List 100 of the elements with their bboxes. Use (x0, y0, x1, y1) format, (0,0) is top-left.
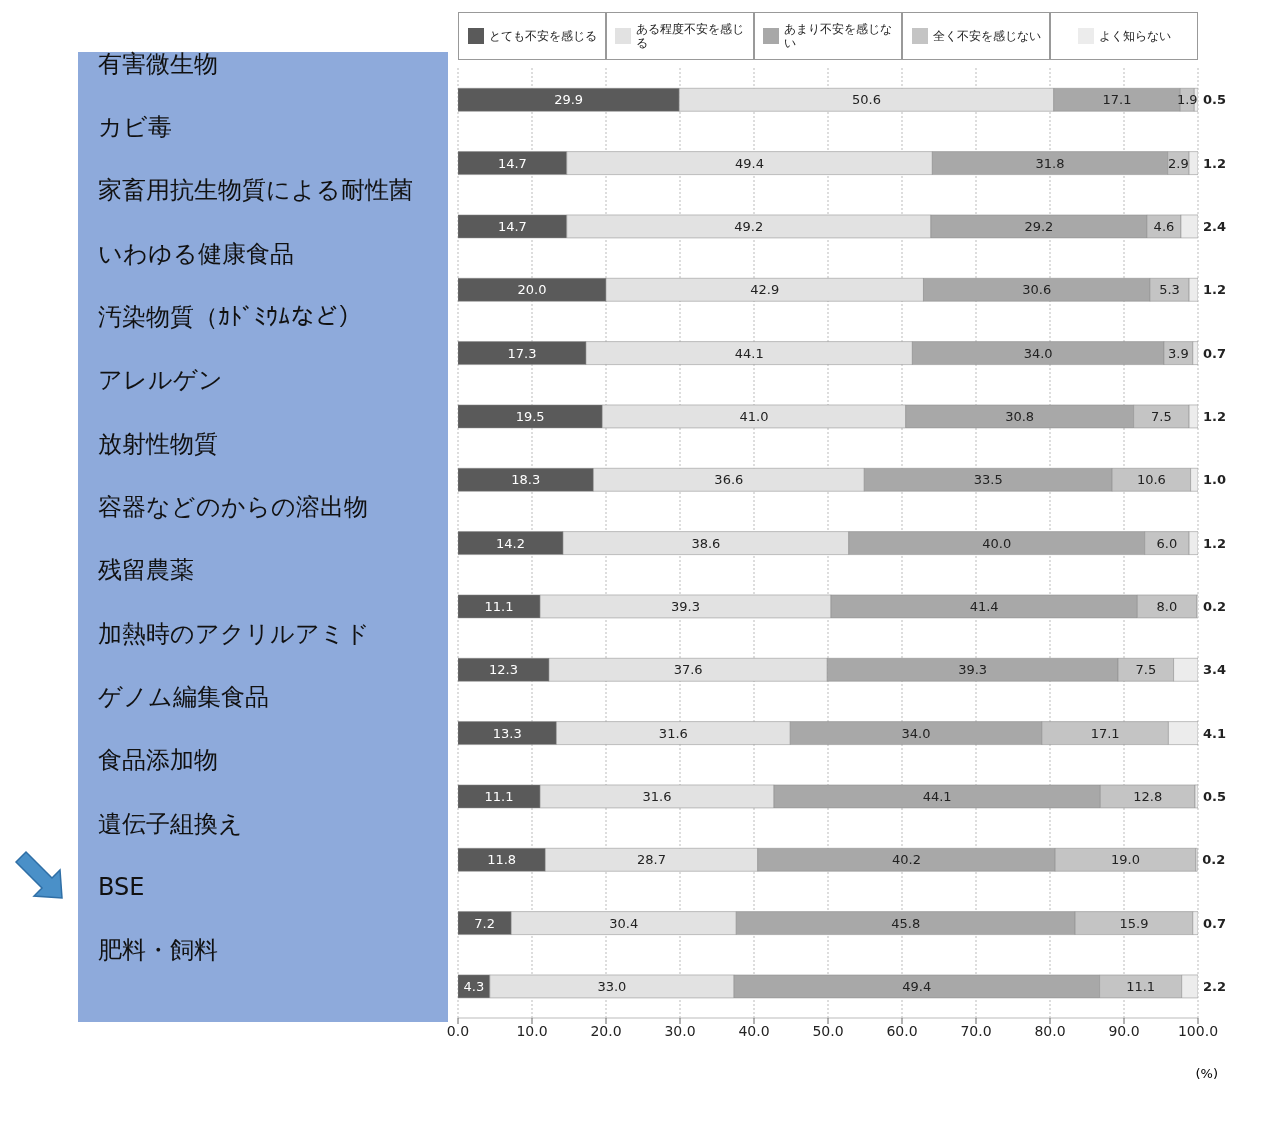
y-tick-label: 残留農薬 (98, 556, 194, 585)
data-label: 36.6 (714, 472, 744, 488)
data-label: 8.0 (1156, 599, 1178, 615)
legend-label: あまり不安を感じない (783, 22, 893, 50)
y-tick-label: 有害微生物 (98, 49, 218, 78)
data-label: 40.2 (891, 852, 921, 868)
data-label: 40.0 (982, 535, 1012, 551)
data-label: 49.4 (902, 979, 932, 995)
data-label: 45.8 (891, 915, 921, 931)
data-label: 14.7 (497, 155, 527, 171)
data-label: 41.4 (969, 599, 999, 615)
data-label: 33.0 (597, 979, 627, 995)
data-label: 0.2 (1203, 599, 1227, 615)
x-axis-title: (%) (1195, 1066, 1218, 1081)
x-tick-label: 0.0 (446, 1022, 470, 1039)
y-tick-label: 肥料・飼料 (98, 936, 218, 965)
x-tick-label: 70.0 (960, 1022, 992, 1039)
data-label: 11.1 (1126, 979, 1156, 995)
data-label: 4.6 (1153, 219, 1175, 235)
data-label: 30.6 (1022, 282, 1052, 298)
data-label: 42.9 (750, 282, 780, 298)
legend-label: ある程度不安を感じる (635, 22, 745, 50)
data-label: 30.4 (609, 915, 639, 931)
data-label: 1.2 (1203, 155, 1227, 171)
x-tick-label: 50.0 (812, 1022, 844, 1039)
data-label: 33.5 (973, 472, 1003, 488)
y-tick-label: BSE (98, 873, 145, 901)
y-tick-label: 家畜用抗生物質による耐性菌 (98, 176, 413, 205)
data-label: 0.5 (1203, 92, 1227, 108)
data-label: 1.2 (1203, 282, 1227, 298)
data-label: 50.6 (852, 92, 881, 108)
data-label: 49.2 (734, 219, 764, 235)
y-tick-label: 汚染物質（ｶﾄﾞﾐｳﾑなど） (98, 303, 362, 331)
data-label: 0.7 (1203, 915, 1227, 931)
data-label: 6.0 (1156, 535, 1178, 551)
legend-label: とても不安を感じる (488, 29, 597, 43)
data-label: 12.8 (1133, 789, 1163, 805)
data-label: 29.9 (554, 92, 584, 108)
data-label: 37.6 (673, 662, 703, 678)
data-label: 0.7 (1203, 345, 1227, 361)
data-label: 1.2 (1203, 535, 1227, 551)
data-label: 19.0 (1111, 852, 1140, 868)
data-label: 4.1 (1203, 725, 1227, 741)
data-label: 15.9 (1119, 915, 1149, 931)
data-label: 1.2 (1203, 409, 1227, 425)
data-label: 0.2 (1202, 852, 1226, 868)
data-label: 1.0 (1203, 472, 1227, 488)
data-label: 11.1 (484, 789, 514, 805)
data-label: 39.3 (671, 599, 701, 615)
y-tick-label: 加熱時のアクリルアミド (98, 619, 370, 648)
data-label: 7.5 (1151, 409, 1172, 425)
data-label: 29.2 (1024, 219, 1054, 235)
data-label: 38.6 (691, 535, 721, 551)
y-tick-label: ゲノム編集食品 (98, 683, 269, 711)
data-label: 14.7 (497, 219, 527, 235)
data-label: 19.5 (515, 409, 545, 425)
data-label: 11.1 (484, 599, 514, 615)
data-label: 13.3 (492, 725, 522, 741)
x-tick-label: 40.0 (738, 1022, 770, 1039)
data-label: 7.2 (474, 915, 495, 931)
data-label: 31.8 (1035, 155, 1065, 171)
y-tick-label: アレルゲン (98, 366, 223, 395)
y-tick-label: 食品添加物 (98, 746, 218, 775)
data-label: 17.1 (1090, 725, 1120, 741)
x-tick-label: 90.0 (1108, 1022, 1140, 1039)
data-label: 11.8 (487, 852, 517, 868)
x-tick-label: 60.0 (886, 1022, 918, 1039)
data-label: 18.3 (511, 472, 541, 488)
data-label: 2.2 (1203, 979, 1227, 995)
data-label: 3.4 (1203, 662, 1227, 678)
y-tick-label: いわゆる健康食品 (98, 239, 294, 268)
y-tick-label: 遺伝子組換え (98, 809, 243, 838)
y-tick-label: カビ毒 (98, 113, 172, 141)
data-label: 39.3 (958, 662, 988, 678)
data-label: 44.1 (922, 789, 952, 805)
data-label: 17.1 (1102, 92, 1132, 108)
data-label: 7.5 (1135, 662, 1157, 678)
data-label: 10.6 (1136, 472, 1166, 488)
x-tick-label: 100.0 (1177, 1022, 1219, 1039)
y-tick-label: 放射性物質 (98, 429, 218, 458)
data-label: 1.9 (1176, 92, 1198, 108)
data-label: 20.0 (517, 282, 547, 298)
data-label: 28.7 (637, 852, 666, 868)
data-label: 31.6 (658, 725, 688, 741)
data-label: 12.3 (489, 662, 518, 678)
data-label: 34.0 (901, 725, 931, 741)
data-label: 5.3 (1159, 282, 1180, 298)
data-label: 4.3 (463, 979, 485, 995)
x-tick-label: 30.0 (664, 1022, 696, 1039)
legend-label: 全く不安を感じない (932, 29, 1041, 43)
data-label: 34.0 (1023, 345, 1053, 361)
legend-label: よく知らない (1098, 29, 1171, 43)
data-label: 41.0 (739, 409, 769, 425)
data-label: 2.4 (1203, 219, 1227, 235)
data-label: 3.9 (1168, 345, 1189, 361)
data-label: 49.4 (735, 155, 765, 171)
data-label: 31.6 (642, 789, 672, 805)
data-label: 30.8 (1005, 409, 1035, 425)
data-label: 0.5 (1203, 789, 1227, 805)
data-label: 17.3 (507, 345, 537, 361)
